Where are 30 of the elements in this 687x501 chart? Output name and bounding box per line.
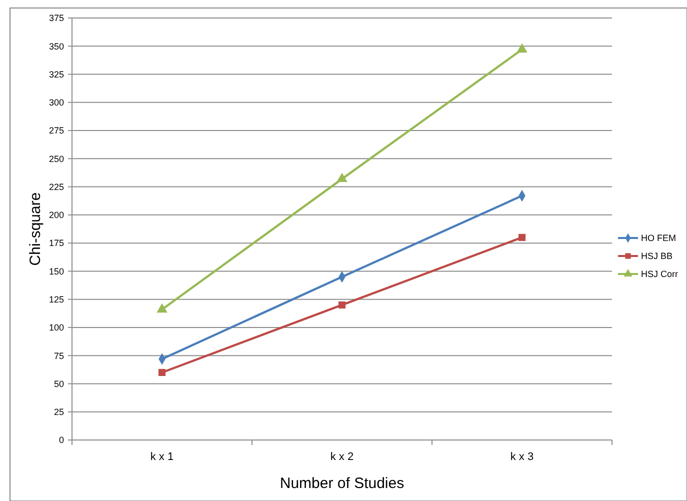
point bbox=[516, 43, 528, 53]
point bbox=[336, 172, 348, 182]
legend-label: HSJ Corr bbox=[641, 269, 678, 280]
y-tick-label: 175 bbox=[48, 238, 64, 248]
y-tick-label: 350 bbox=[48, 41, 64, 52]
x-tick-label: k x 3 bbox=[510, 451, 534, 463]
y-tick-label: 200 bbox=[48, 210, 64, 220]
y-tick-label: 150 bbox=[48, 266, 64, 276]
point bbox=[158, 368, 166, 376]
x-tick-label: k x 1 bbox=[150, 451, 174, 463]
y-tick-label: 375 bbox=[48, 13, 64, 24]
point bbox=[518, 234, 526, 241]
point bbox=[156, 303, 168, 313]
y-tick-label: 75 bbox=[54, 350, 64, 361]
y-tick-label: 25 bbox=[54, 407, 64, 418]
legend-label: HO FEM bbox=[641, 233, 676, 244]
y-tick-label: 325 bbox=[48, 69, 64, 80]
y-tick-label: 50 bbox=[54, 378, 64, 389]
y-tick-label: 100 bbox=[48, 322, 64, 333]
y-axis-title: Chi-square bbox=[27, 192, 44, 266]
y-tick-label: 0 bbox=[58, 435, 64, 446]
y-tick-label: 125 bbox=[48, 294, 64, 304]
y-tick-label: 275 bbox=[48, 126, 64, 136]
legend-label: HSJ BB bbox=[641, 251, 673, 262]
y-tick-label: 250 bbox=[48, 154, 64, 164]
y-tick-label: 225 bbox=[48, 182, 64, 192]
x-axis-title: Number of Studies bbox=[280, 475, 404, 492]
x-tick-label: k x 2 bbox=[330, 451, 354, 463]
y-tick-label: 300 bbox=[48, 98, 64, 108]
point bbox=[338, 301, 346, 308]
